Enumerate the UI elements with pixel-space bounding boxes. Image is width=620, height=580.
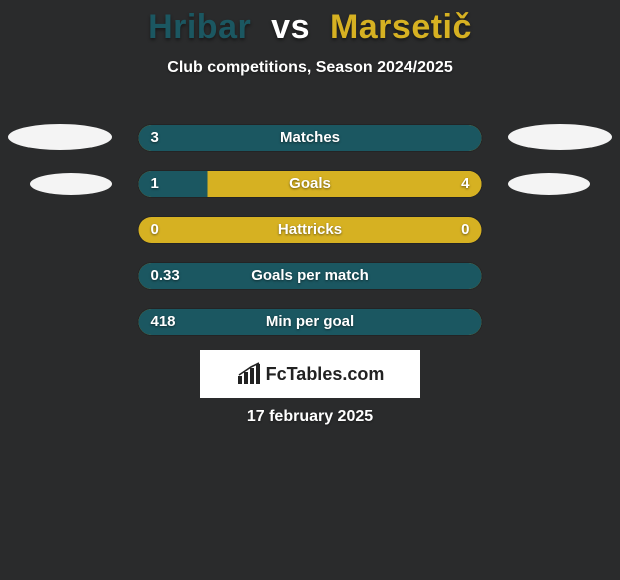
- stat-value-left: 3: [151, 129, 159, 146]
- stat-row: Goals per match0.33: [0, 256, 620, 302]
- stat-bar: Goals14: [138, 170, 483, 198]
- subtitle: Club competitions, Season 2024/2025: [0, 59, 620, 77]
- stat-row: Hattricks00: [0, 210, 620, 256]
- stat-row: Matches3: [0, 118, 620, 164]
- bar-fill-left: [139, 171, 208, 197]
- left-ellipse: [30, 173, 112, 195]
- stats-card: Hribar vs Marsetič Club competitions, Se…: [0, 0, 620, 580]
- logo-text: FcTables.com: [266, 364, 385, 385]
- stat-bar: Matches3: [138, 124, 483, 152]
- stat-value-left: 0: [151, 221, 159, 238]
- title-row: Hribar vs Marsetič: [0, 0, 620, 47]
- bar-fill-right: [207, 171, 481, 197]
- date-line: 17 february 2025: [0, 408, 620, 426]
- stat-row: Min per goal418: [0, 302, 620, 348]
- bar-fill-left: [139, 125, 482, 151]
- left-ellipse: [8, 124, 112, 150]
- stat-bar: Min per goal418: [138, 308, 483, 336]
- stat-row: Goals14: [0, 164, 620, 210]
- stat-value-left: 418: [151, 313, 176, 330]
- bars-icon: [236, 362, 262, 386]
- right-ellipse: [508, 124, 612, 150]
- player1-name: Hribar: [148, 8, 251, 46]
- stat-value-right: 0: [461, 221, 469, 238]
- site-logo: FcTables.com: [200, 350, 420, 398]
- stat-bar: Hattricks00: [138, 216, 483, 244]
- stat-value-left: 0.33: [151, 267, 180, 284]
- vs-label: vs: [271, 8, 310, 46]
- stats-rows: Matches3Goals14Hattricks00Goals per matc…: [0, 118, 620, 348]
- right-ellipse: [508, 173, 590, 195]
- bar-base: [139, 217, 482, 243]
- bar-fill-left: [139, 263, 482, 289]
- stat-value-left: 1: [151, 175, 159, 192]
- bar-fill-left: [139, 309, 482, 335]
- player2-name: Marsetič: [330, 8, 472, 46]
- stat-value-right: 4: [461, 175, 469, 192]
- stat-bar: Goals per match0.33: [138, 262, 483, 290]
